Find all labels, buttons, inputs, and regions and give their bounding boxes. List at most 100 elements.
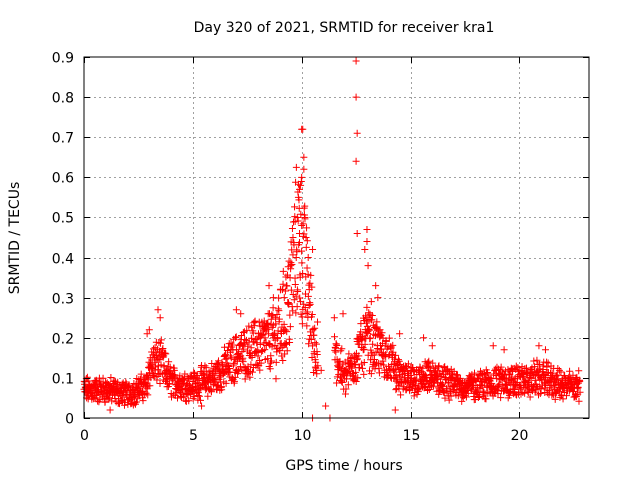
data-point — [380, 361, 388, 369]
data-point — [370, 355, 378, 363]
chart-title: Day 320 of 2021, SRMTID for receiver kra… — [194, 20, 495, 36]
data-point — [573, 384, 581, 392]
data-point — [530, 357, 538, 365]
data-point — [207, 388, 215, 396]
data-point — [142, 389, 150, 397]
data-point — [284, 300, 292, 308]
data-point — [576, 377, 584, 385]
data-point — [385, 334, 393, 342]
data-point — [234, 367, 242, 375]
data-point — [351, 351, 359, 359]
data-point — [213, 360, 221, 368]
data-point — [429, 382, 437, 390]
data-point — [247, 344, 255, 352]
data-point — [369, 340, 377, 348]
data-point — [291, 280, 299, 288]
data-point — [307, 335, 315, 343]
data-point — [202, 364, 210, 372]
data-point — [363, 225, 371, 233]
data-point — [462, 393, 470, 401]
data-point — [313, 350, 321, 358]
grid — [84, 57, 589, 418]
data-point — [559, 395, 567, 403]
data-point — [274, 305, 282, 313]
y-tick-label: 0.8 — [52, 91, 74, 107]
data-point — [544, 359, 552, 367]
data-point — [161, 349, 169, 357]
data-point — [425, 357, 433, 365]
data-point — [291, 274, 299, 282]
data-point — [353, 129, 361, 137]
data-point — [394, 356, 402, 364]
data-point — [261, 334, 269, 342]
data-point — [390, 368, 398, 376]
data-point — [293, 303, 301, 311]
data-point — [251, 336, 259, 344]
x-tick-label: 20 — [511, 428, 529, 444]
data-point — [395, 357, 403, 365]
data-point — [301, 213, 309, 221]
data-point — [298, 247, 306, 255]
data-point — [557, 368, 565, 376]
data-point — [450, 381, 458, 389]
data-point — [299, 125, 307, 133]
data-point — [553, 371, 561, 379]
y-tick-label: 0.7 — [52, 131, 74, 147]
data-point — [421, 382, 429, 390]
data-point — [295, 229, 303, 237]
data-point — [253, 339, 261, 347]
data-point — [397, 391, 405, 399]
x-tick-label: 10 — [294, 428, 312, 444]
data-point — [237, 310, 245, 318]
data-point — [479, 370, 487, 378]
data-point — [280, 294, 288, 302]
data-point — [428, 342, 436, 350]
data-point — [381, 342, 389, 350]
data-points — [80, 57, 584, 422]
data-point — [196, 396, 204, 404]
data-point — [227, 354, 235, 362]
axis-ticks: 0 0.1 0.2 0.3 0.4 0.5 0.6 0.7 0.8 0.9 0 5 10 15 20 — [52, 51, 589, 444]
data-point — [317, 366, 325, 374]
y-tick-label: 0.6 — [52, 171, 74, 187]
data-point — [198, 402, 206, 410]
data-point — [159, 345, 167, 353]
data-point — [372, 348, 380, 356]
data-point — [304, 292, 312, 300]
data-point — [250, 319, 258, 327]
data-point — [348, 364, 356, 372]
data-point — [106, 406, 114, 414]
data-point — [303, 224, 311, 232]
data-point — [379, 357, 387, 365]
data-point — [435, 362, 443, 370]
x-tick-label: 5 — [189, 428, 198, 444]
data-point — [301, 202, 309, 210]
data-point — [333, 342, 341, 350]
data-point — [392, 351, 400, 359]
data-point — [424, 359, 432, 366]
data-point — [256, 341, 264, 349]
data-point — [409, 364, 417, 372]
data-point — [351, 361, 359, 369]
data-point — [264, 319, 272, 327]
data-point — [218, 386, 226, 394]
data-point — [352, 157, 360, 165]
data-point — [248, 368, 256, 376]
data-point — [304, 254, 312, 262]
data-point — [156, 379, 164, 387]
y-tick-label: 0.9 — [52, 51, 74, 67]
data-point — [157, 339, 165, 347]
data-point — [339, 310, 347, 318]
data-point — [267, 315, 275, 323]
data-point — [243, 326, 251, 334]
data-point — [352, 93, 360, 101]
data-point — [263, 321, 271, 329]
data-point — [361, 246, 369, 254]
data-point — [469, 381, 477, 389]
data-point — [447, 392, 455, 400]
data-point — [505, 370, 513, 378]
data-point — [435, 390, 443, 398]
data-point — [257, 359, 265, 367]
data-point — [517, 382, 525, 390]
data-point — [222, 379, 230, 387]
